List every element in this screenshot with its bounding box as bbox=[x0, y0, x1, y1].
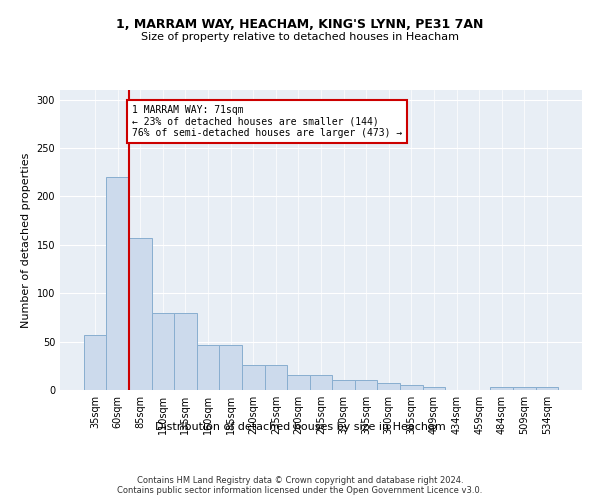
Bar bbox=[287, 376, 310, 390]
Text: 1 MARRAM WAY: 71sqm
← 23% of detached houses are smaller (144)
76% of semi-detac: 1 MARRAM WAY: 71sqm ← 23% of detached ho… bbox=[133, 104, 403, 138]
Bar bbox=[355, 380, 377, 390]
Text: Size of property relative to detached houses in Heacham: Size of property relative to detached ho… bbox=[141, 32, 459, 42]
Bar bbox=[310, 376, 332, 390]
Bar bbox=[377, 383, 400, 390]
Bar bbox=[242, 365, 265, 390]
Bar bbox=[197, 344, 220, 390]
Text: Distribution of detached houses by size in Heacham: Distribution of detached houses by size … bbox=[155, 422, 445, 432]
Bar bbox=[536, 387, 558, 390]
Text: Contains HM Land Registry data © Crown copyright and database right 2024.
Contai: Contains HM Land Registry data © Crown c… bbox=[118, 476, 482, 495]
Bar bbox=[129, 238, 152, 390]
Bar bbox=[332, 380, 355, 390]
Bar bbox=[490, 387, 513, 390]
Bar bbox=[422, 387, 445, 390]
Bar bbox=[265, 365, 287, 390]
Bar bbox=[174, 312, 197, 390]
Bar bbox=[220, 344, 242, 390]
Bar bbox=[106, 177, 129, 390]
Bar bbox=[152, 312, 174, 390]
Text: 1, MARRAM WAY, HEACHAM, KING'S LYNN, PE31 7AN: 1, MARRAM WAY, HEACHAM, KING'S LYNN, PE3… bbox=[116, 18, 484, 30]
Bar bbox=[513, 387, 536, 390]
Bar bbox=[84, 335, 106, 390]
Bar bbox=[400, 385, 422, 390]
Y-axis label: Number of detached properties: Number of detached properties bbox=[21, 152, 31, 328]
